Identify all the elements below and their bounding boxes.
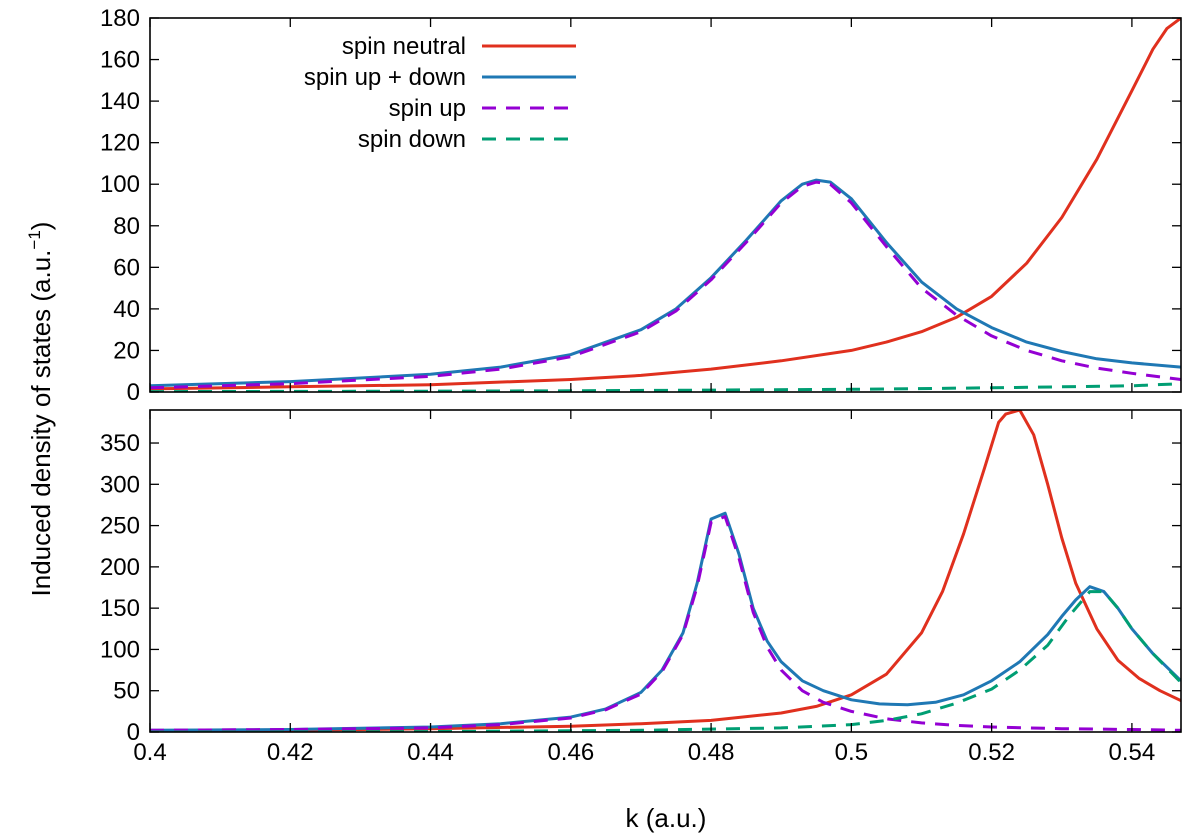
x-tick-label: 0.5: [835, 739, 868, 766]
y-tick-label-bottom: 350: [100, 430, 140, 457]
y-axis-title-exponent: −1: [25, 230, 44, 249]
y-axis-title-group: Induced density of states (a.u.−1): [25, 222, 56, 597]
legend-label: spin up: [389, 95, 466, 122]
y-tick-label-top: 60: [113, 254, 140, 281]
panel-bottom-series: [150, 410, 1181, 732]
y-tick-label-bottom: 150: [100, 595, 140, 622]
legend: spin neutral spin up + down spin up spin do…: [304, 33, 576, 153]
y-tick-label-top: 120: [100, 130, 140, 157]
y-tick-label-bottom: 200: [100, 554, 140, 581]
y-tick-label-bottom: 50: [113, 678, 140, 705]
x-tick-label: 0.54: [1109, 739, 1156, 766]
series-line-bottom-spin-up-down: [150, 511, 1181, 732]
y-tick-label-top: 140: [100, 88, 140, 115]
y-axis-title-close: ): [26, 222, 56, 231]
x-tick-label: 0.4: [133, 739, 166, 766]
series-line-bottom-spin-down: [150, 590, 1181, 732]
y-axis-title: Induced density of states (a.u.−1): [25, 222, 56, 597]
y-tick-label-top: 180: [100, 5, 140, 32]
y-tick-label-top: 40: [113, 296, 140, 323]
series-line-bottom-spin-neutral: [150, 410, 1181, 732]
y-tick-label-top: 80: [113, 213, 140, 240]
x-tick-label: 0.44: [407, 739, 454, 766]
y-tick-label-top: 20: [113, 337, 140, 364]
panel-frame-top: [149, 17, 1182, 393]
legend-label: spin neutral: [342, 33, 466, 60]
y-tick-label-top: 0: [127, 379, 140, 406]
legend-label: spin up + down: [304, 64, 466, 91]
y-tick-label-top: 100: [100, 171, 140, 198]
panel-frame-bottom: [149, 409, 1182, 733]
series-line-top-spin-neutral: [150, 18, 1181, 391]
y-tick-label-top: 160: [100, 47, 140, 74]
y-tick-label-bottom: 250: [100, 513, 140, 540]
series-line-top-spin-up-down: [150, 178, 1181, 388]
series-line-bottom-spin-up: [150, 515, 1181, 732]
legend-label: spin down: [358, 126, 466, 153]
y-axis-title-main: Induced density of states (a.u.: [26, 250, 56, 597]
series-line-top-spin-up: [150, 180, 1181, 390]
x-tick-label: 0.52: [968, 739, 1015, 766]
y-tick-label-bottom: 0: [127, 719, 140, 746]
x-axis-title: k (a.u.): [626, 803, 707, 833]
x-tick-label: 0.48: [688, 739, 735, 766]
x-tick-label: 0.42: [267, 739, 314, 766]
y-tick-label-bottom: 100: [100, 636, 140, 663]
y-tick-label-bottom: 300: [100, 471, 140, 498]
x-tick-label: 0.46: [547, 739, 594, 766]
axes-layer: 0 20 40 60 80 100 120 140 160 180 0 50 100 150 200 250 3…: [100, 5, 1182, 766]
